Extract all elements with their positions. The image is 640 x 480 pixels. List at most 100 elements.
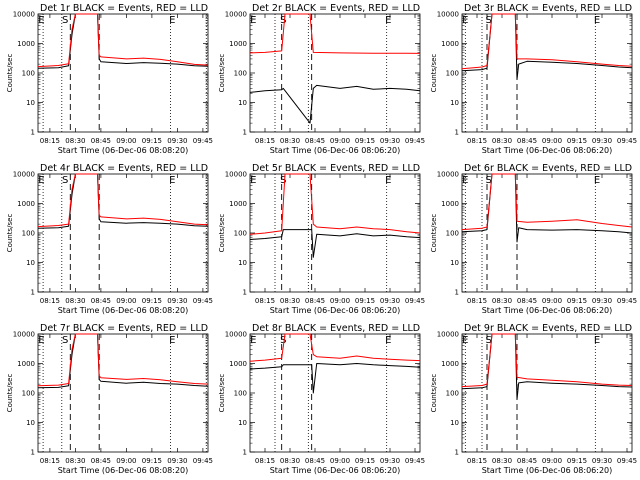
x-tick-label: 08:30 [65,457,85,465]
event-marker-e: E [169,335,175,346]
x-tick-label: 08:30 [280,137,300,145]
x-tick-label: 08:45 [517,457,537,465]
series-lld-line [249,333,421,362]
x-tick-label: 09:45 [405,457,425,465]
y-tick-label: 100 [234,70,247,78]
y-tick-label: 10 [238,99,247,107]
x-tick-label: 09:30 [167,297,187,305]
x-axis-label: Start Time (06-Dec-06 08:06:20) [482,146,613,155]
y-tick-label: 1 [455,449,459,457]
y-axis-label: Counts/sec [430,374,438,413]
series-lld-line [37,173,209,228]
plot-frame [37,13,209,133]
x-tick-label: 08:45 [91,457,111,465]
y-tick-label: 10000 [13,11,35,19]
x-tick-label: 08:30 [280,457,300,465]
x-tick-label: 09:30 [380,137,400,145]
y-axis-label: Counts/sec [430,54,438,93]
event-marker-s: S [62,175,68,186]
event-marker-s: S [280,15,286,26]
plot-frame [249,173,421,293]
x-tick-label: 09:00 [116,457,136,465]
y-tick-label: 1000 [17,360,35,368]
y-tick-label: 1000 [17,200,35,208]
y-tick-label: 100 [22,390,35,398]
panel-det-7: Det 7r BLACK = Events, RED = LLD 1 10 100 10… [6,323,213,475]
x-tick-label: 08:15 [255,137,275,145]
event-marker-e: E [462,15,468,26]
series-events-line [249,84,421,124]
series-lld-line [249,173,421,235]
series-lld-line [461,13,633,70]
panel-det-8: Det 8r BLACK = Events, RED = LLD 1 10 100 10… [218,323,425,475]
y-tick-label: 1000 [441,360,459,368]
x-tick-label: 08:15 [40,457,60,465]
event-marker-e: E [462,175,468,186]
x-tick-label: 09:45 [193,457,213,465]
x-tick-label: 09:00 [116,137,136,145]
y-tick-label: 100 [446,70,459,78]
x-tick-label: 09:15 [567,137,587,145]
x-axis-label: Start Time (06-Dec-06 08:06:20) [270,306,401,315]
y-tick-label: 1 [31,289,35,297]
panel-title: Det 8r BLACK = Events, RED = LLD [252,323,420,334]
event-marker-s: S [485,175,491,186]
y-axis-label: Counts/sec [6,54,14,93]
x-tick-label: 09:45 [405,137,425,145]
event-marker-e: E [594,335,600,346]
x-tick-label: 09:30 [167,457,187,465]
series-lld-line [37,333,209,387]
series-lld-line [37,13,209,68]
event-marker-e: E [38,335,44,346]
plot-frame [461,13,633,133]
y-tick-label: 10000 [437,171,459,179]
y-tick-label: 100 [22,230,35,238]
x-tick-label: 09:00 [330,457,350,465]
x-tick-label: 08:15 [467,297,487,305]
plot-frame [37,173,209,293]
y-tick-label: 10 [238,259,247,267]
x-axis-label: Start Time (06-Dec-06 08:06:20) [482,466,613,475]
x-tick-label: 09:30 [380,457,400,465]
y-tick-label: 1000 [229,40,247,48]
x-axis-label: Start Time (06-Dec-06 08:06:20) [270,466,401,475]
x-tick-label: 09:00 [542,457,562,465]
series-lld-line [249,13,421,54]
x-tick-label: 09:15 [355,137,375,145]
x-tick-label: 08:30 [492,137,512,145]
y-axis-label: Counts/sec [6,214,14,253]
event-marker-e: E [594,15,600,26]
panel-det-1: Det 1r BLACK = Events, RED = LLD 1 10 100 10… [6,3,213,155]
x-tick-label: 09:45 [405,297,425,305]
x-tick-label: 09:15 [142,457,162,465]
x-tick-label: 09:15 [142,297,162,305]
y-axis-label: Counts/sec [218,54,226,93]
x-tick-label: 09:45 [617,457,637,465]
panel-title: Det 3r BLACK = Events, RED = LLD [464,3,632,14]
x-tick-label: 08:15 [467,457,487,465]
y-tick-label: 10 [450,99,459,107]
y-tick-label: 10000 [437,11,459,19]
x-tick-label: 09:15 [567,297,587,305]
y-tick-label: 100 [446,390,459,398]
series-events-line [461,173,633,243]
series-events-line [249,229,421,258]
plot-frame [461,333,633,453]
y-tick-label: 1 [455,129,459,137]
x-tick-label: 08:45 [517,297,537,305]
x-tick-label: 09:30 [592,137,612,145]
x-tick-label: 09:30 [380,297,400,305]
series-lld-line [461,173,633,231]
y-tick-label: 10000 [13,171,35,179]
plot-frame [37,333,209,453]
x-axis-label: Start Time (06-Dec-06 08:06:20) [270,146,401,155]
y-tick-label: 1000 [17,40,35,48]
panel-title: Det 7r BLACK = Events, RED = LLD [40,323,208,334]
x-tick-label: 08:15 [255,297,275,305]
event-marker-e: E [250,335,256,346]
panel-title: Det 9r BLACK = Events, RED = LLD [464,323,632,334]
x-tick-label: 09:45 [193,297,213,305]
x-tick-label: 08:30 [280,297,300,305]
x-tick-label: 08:45 [91,137,111,145]
